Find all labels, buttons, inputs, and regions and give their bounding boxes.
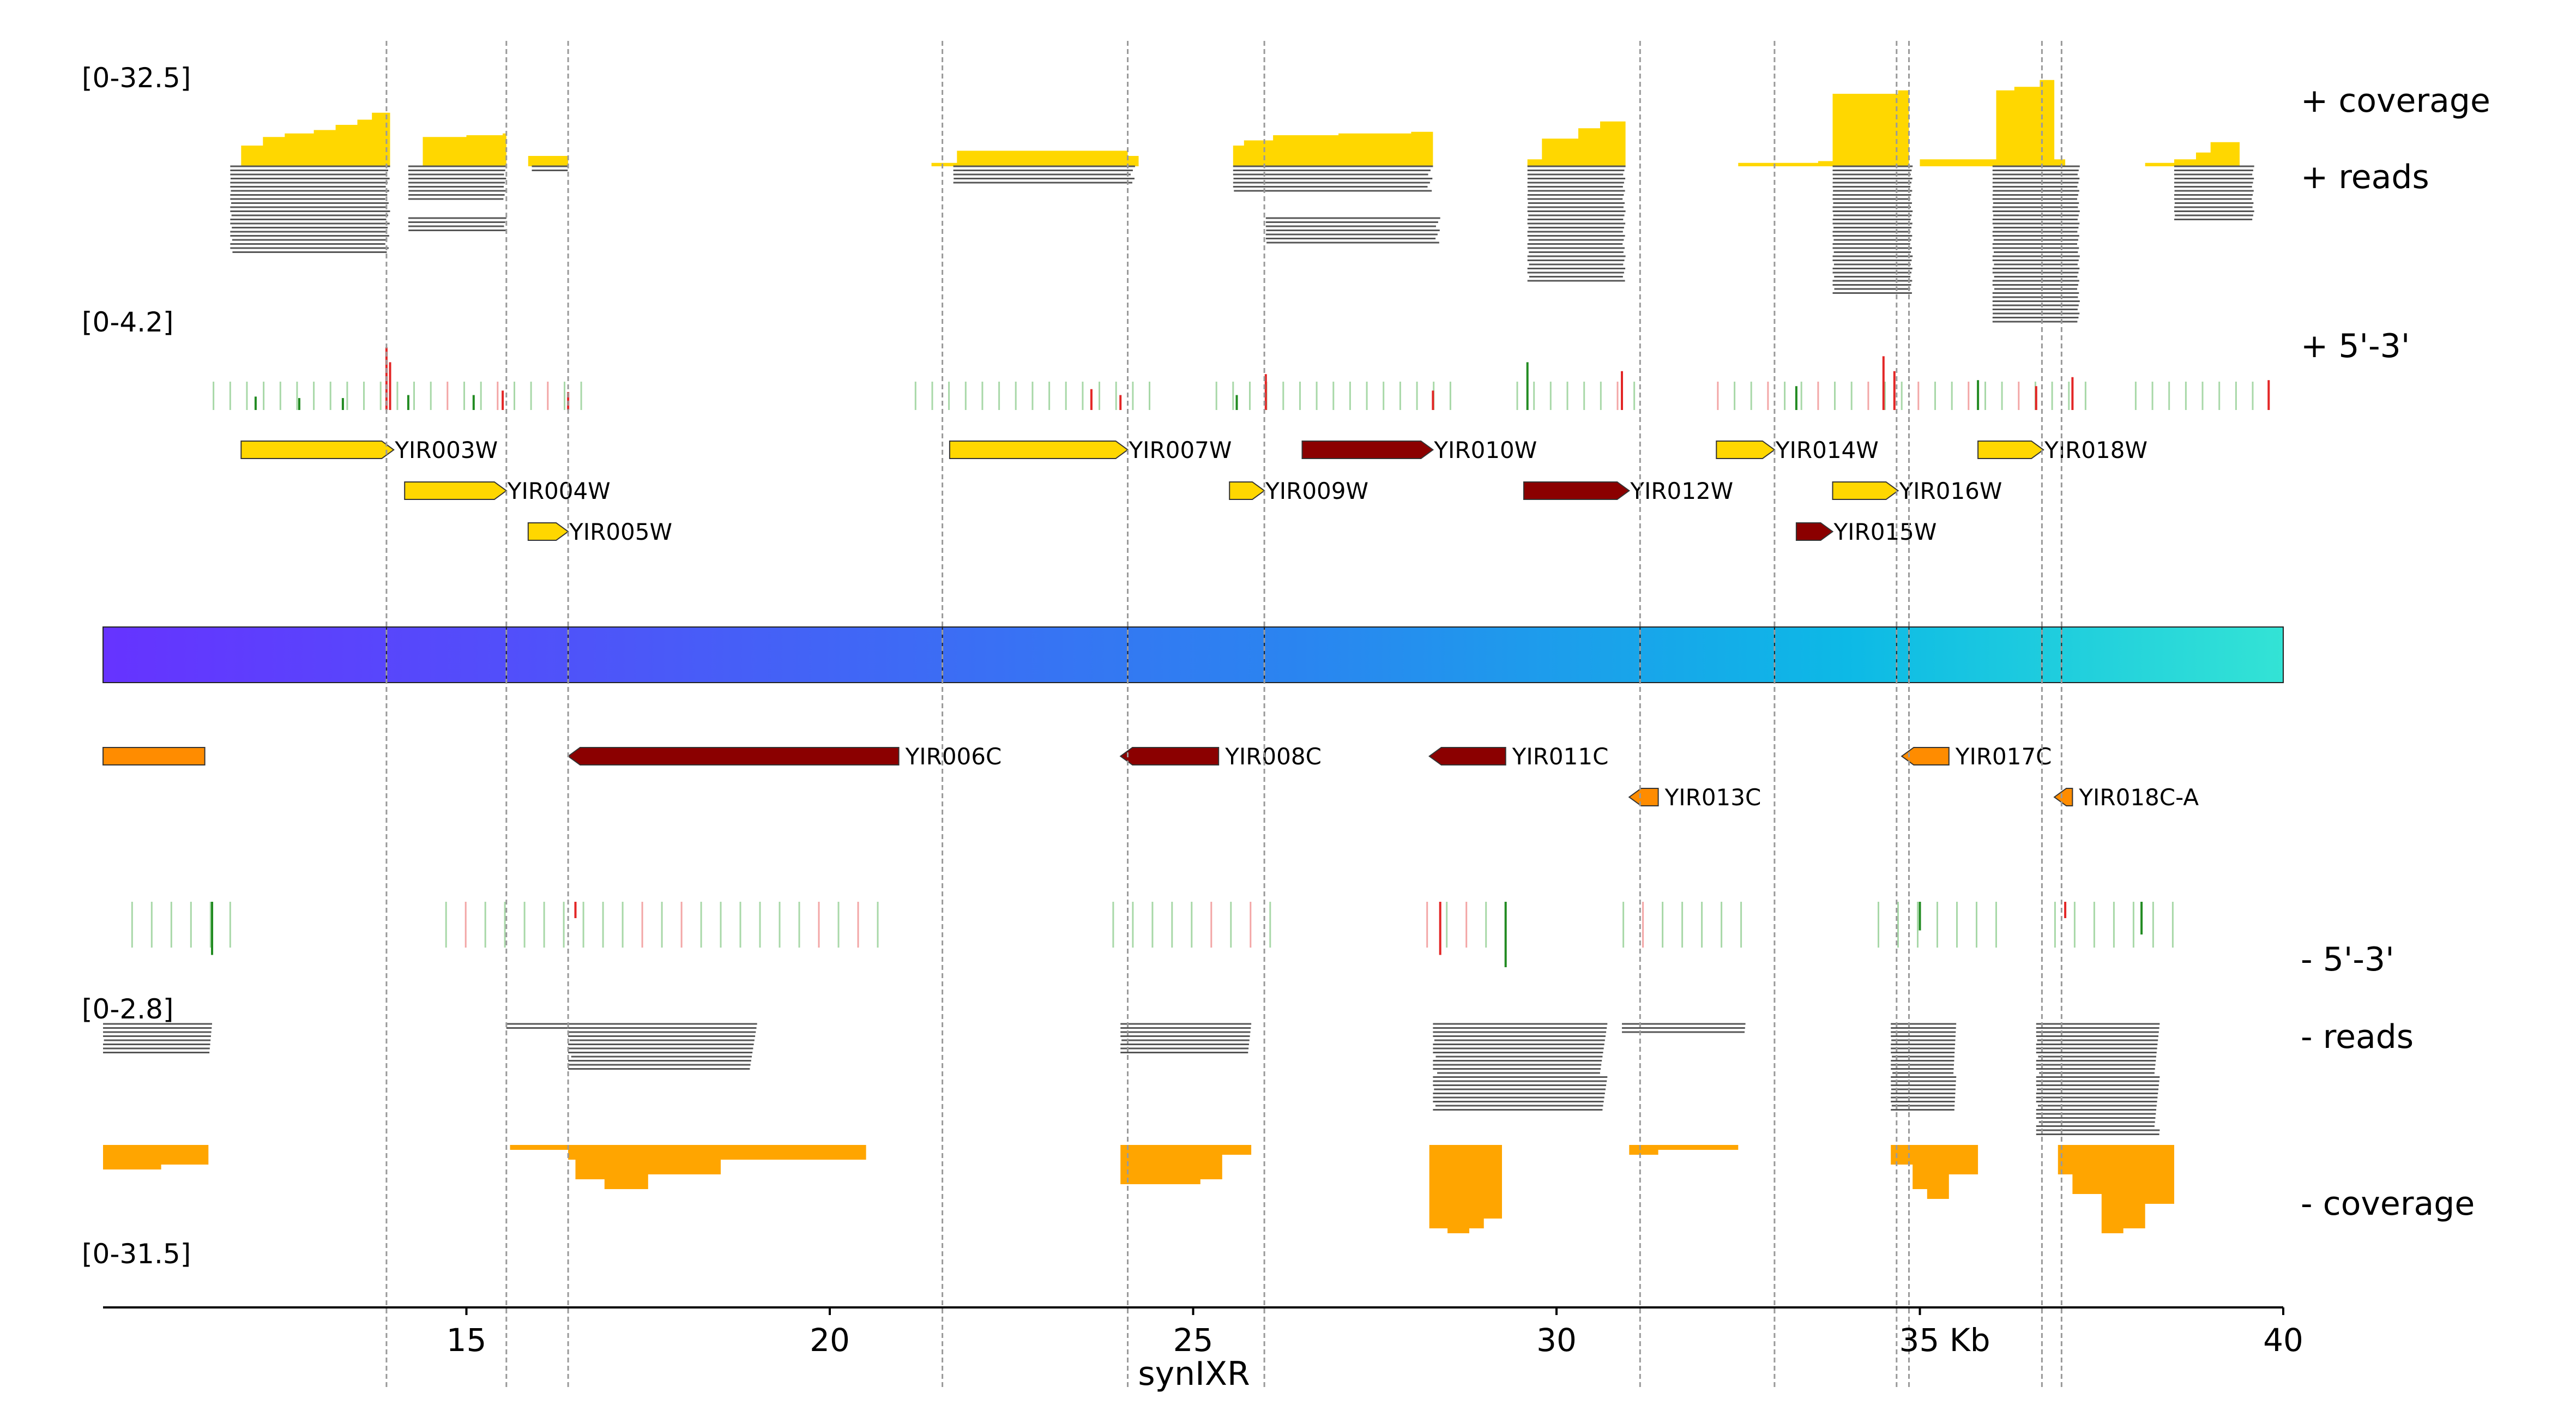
- gene-arrow-minus: [1428, 747, 1506, 765]
- gene-arrow-minus: [102, 747, 206, 765]
- gene-label: YIR014W: [1775, 437, 1879, 463]
- minus-coverage-area: [2058, 1145, 2174, 1233]
- gene-label: YIR016W: [1899, 478, 2002, 504]
- gene-arrow-plus: [1301, 441, 1434, 459]
- reads-layer: [103, 165, 2254, 1135]
- plus-coverage-area: [408, 133, 506, 166]
- gene-arrow-plus: [1977, 441, 2044, 459]
- track-label-plus-coverage: + coverage: [2301, 82, 2490, 120]
- gene-arrow-plus: [1795, 522, 1834, 541]
- scale-label-plus-coverage: [0-32.5]: [82, 62, 191, 94]
- gene-arrow-plus: [404, 481, 508, 500]
- gene-label: YIR017C: [1955, 743, 2052, 770]
- minus-coverage-area: [1891, 1145, 1978, 1199]
- minus-coverage-area: [1120, 1145, 1252, 1184]
- gene-arrow-minus: [1901, 747, 1950, 765]
- gene-label: YIR003W: [394, 437, 498, 463]
- signal-layer: [131, 347, 2270, 967]
- gene-arrow-plus: [1716, 441, 1776, 459]
- gene-annotation-layer: YIR003W YIR004W YIR005W YIR007W YIR009W YIR01…: [102, 437, 2199, 811]
- minus-coverage-area: [103, 1145, 209, 1169]
- gene-label: YIR008C: [1224, 743, 1322, 770]
- track-label-plus-reads: + reads: [2301, 158, 2429, 196]
- gene-arrow-plus: [240, 441, 395, 459]
- track-label-minus-53: - 5'-3': [2301, 940, 2394, 979]
- plus-coverage-area: [1233, 131, 1433, 166]
- gene-label: YIR005W: [569, 518, 672, 545]
- plus-coverage-area: [1527, 114, 1626, 166]
- gene-arrow-minus: [1628, 788, 1659, 806]
- gene-arrow-plus: [527, 522, 569, 541]
- gene-arrow-minus: [1119, 747, 1220, 765]
- x-axis-title: synIXR: [1138, 1355, 1250, 1393]
- gene-arrow-plus: [1832, 481, 1899, 500]
- minus-coverage-area: [466, 1145, 866, 1189]
- minus-coverage-area: [1429, 1145, 1502, 1233]
- plus-coverage-area: [931, 150, 1139, 166]
- boundary-lines: [385, 41, 2062, 1388]
- gene-arrow-plus: [1229, 481, 1265, 500]
- gene-arrow-plus: [1523, 481, 1631, 500]
- gene-label: YIR013C: [1664, 784, 1761, 811]
- coverage-layer: [103, 80, 2240, 1233]
- gene-arrow-minus: [567, 747, 900, 765]
- plus-coverage-area: [230, 111, 390, 166]
- track-label-plus-53: + 5'-3': [2301, 327, 2410, 365]
- track-label-minus-reads: - reads: [2301, 1018, 2414, 1056]
- gene-label: YIR015W: [1833, 518, 1937, 545]
- x-tick-label: 30: [1536, 1322, 1577, 1359]
- gene-label: YIR004W: [507, 478, 611, 504]
- plus-coverage-area: [1738, 90, 1909, 166]
- segment-bar: [102, 626, 2284, 683]
- x-tick-label: 35 Kb: [1899, 1322, 1990, 1359]
- minus-coverage-area: [1629, 1145, 1739, 1155]
- gene-label: YIR006C: [905, 743, 1002, 770]
- x-tick-label: 15: [447, 1322, 487, 1359]
- gene-label: YIR018W: [2044, 437, 2147, 463]
- plus-coverage-area: [528, 156, 569, 166]
- gene-label: YIR018C-A: [2078, 784, 2199, 811]
- plus-coverage-area: [2145, 142, 2240, 166]
- x-axis: [103, 1306, 2284, 1315]
- track-label-minus-coverage: - coverage: [2301, 1185, 2475, 1223]
- x-tick-label: 25: [1173, 1322, 1214, 1359]
- chromosome-segment-bar: [102, 626, 2284, 683]
- gene-label: YIR009W: [1265, 478, 1368, 504]
- gene-label: YIR007W: [1129, 437, 1232, 463]
- scale-label-plus-53: [0-4.2]: [82, 306, 173, 338]
- gene-label: YIR011C: [1512, 743, 1609, 770]
- gene-arrow-minus: [2053, 788, 2073, 806]
- gene-arrow-plus: [949, 441, 1129, 459]
- plus-coverage-area: [1920, 80, 2066, 166]
- x-tick-label: 40: [2263, 1322, 2303, 1359]
- scale-label-minus-coverage: [0-31.5]: [82, 1238, 191, 1270]
- gene-label: YIR010W: [1433, 437, 1537, 463]
- x-tick-label: 20: [810, 1322, 850, 1359]
- scale-label-minus-53: [0-2.8]: [82, 993, 173, 1025]
- gene-label: YIR012W: [1630, 478, 1733, 504]
